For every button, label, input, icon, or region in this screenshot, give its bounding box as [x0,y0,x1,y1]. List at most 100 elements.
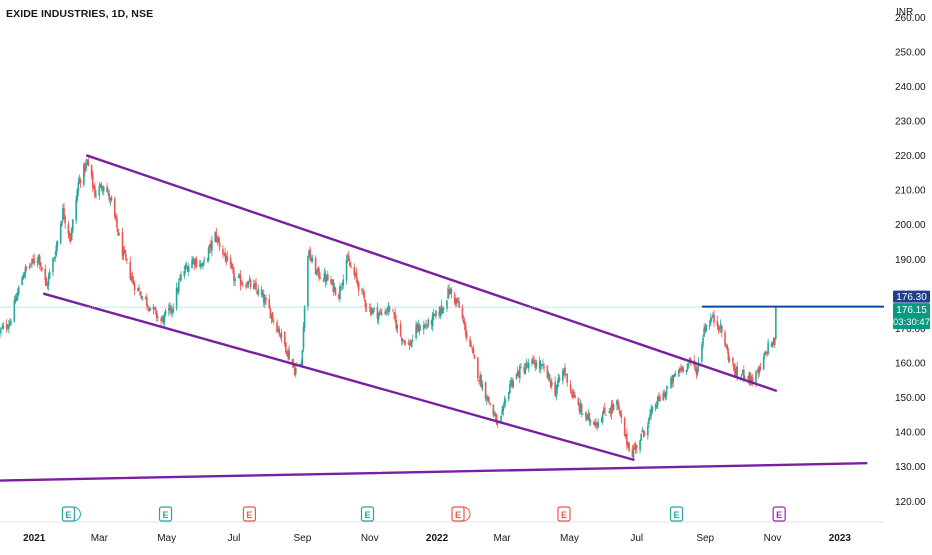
candle-body [148,307,150,311]
candle-body [656,396,659,406]
candle-body [376,307,379,319]
y-tick-label: 240.00 [895,82,926,93]
candle-body [463,321,466,326]
candle-body [16,292,19,299]
candle-body [200,263,202,268]
candle-body [247,281,250,285]
candle-body [217,237,220,242]
candle-body [666,388,669,389]
candle-body [361,288,363,291]
chart-title: EXIDE INDUSTRIES, 1D, NSE [6,8,154,20]
earnings-event-icon[interactable]: E [557,506,571,522]
resistance-label: 176.30 [896,292,927,303]
earnings-event-icon[interactable]: E [669,506,684,522]
candle-body [395,319,397,329]
candle-body [408,343,411,346]
candle-body [183,270,186,277]
candle-body [610,404,613,415]
event-badge [360,506,375,522]
candle-body [510,380,512,385]
candle-body [61,221,63,226]
earnings-event-icon[interactable]: E [61,506,81,522]
candle-body [431,314,434,327]
candle-body [285,342,287,353]
earnings-event-icon[interactable]: E [242,506,257,522]
candle-body [600,421,603,423]
candle-body [524,368,527,374]
x-tick-label: Sep [696,533,714,544]
candle-body [98,186,101,196]
candle-body [765,351,767,353]
candle-body [633,447,636,450]
event-badge [158,506,173,522]
candle-body [586,414,588,421]
candle-body [83,164,85,186]
candle-body [487,396,489,400]
candle-body [388,306,391,311]
candle-body [77,182,80,192]
event-badge [557,506,571,522]
candle-body [673,374,676,378]
y-tick-label: 230.00 [895,116,926,127]
candle-body [690,359,692,362]
candle-body [195,258,198,267]
candle-body [438,311,441,316]
candle-body [533,359,535,365]
event-label: E [455,510,461,520]
candle-body [208,244,211,249]
earnings-event-icon[interactable]: E [451,506,471,522]
candle-body [589,420,592,422]
candle-body [347,255,350,262]
candle-body [218,242,221,248]
candle-body [110,196,113,201]
candle-body [214,232,217,242]
candle-body [294,367,297,374]
candle-body [578,403,581,412]
candle-body [647,425,649,436]
earnings-event-icon[interactable]: E [772,506,786,522]
candle-body [241,284,244,285]
candle-body [2,325,5,329]
candle-body [14,298,17,303]
candle-body [149,307,151,311]
candle-body [69,237,72,241]
candle-body [56,240,59,247]
candle-body [466,333,468,338]
event-badge [451,506,465,522]
y-tick-label: 150.00 [895,393,926,404]
candle-body [402,339,404,341]
candle-body [741,369,744,374]
candle-body [650,409,652,416]
candle-body [471,347,474,351]
earnings-event-icon[interactable]: E [360,506,375,522]
candle-body [520,367,522,369]
candle-body [332,279,335,293]
candle-body [193,259,196,265]
candle-body [132,280,135,285]
candle-body [318,268,320,278]
candle-body [462,320,465,323]
candle-body [619,411,622,416]
candle-body [334,288,337,295]
candle-body [756,369,758,371]
candle-body [276,321,278,332]
candle-body [59,224,62,243]
candle-body [25,266,28,269]
candle-body [680,368,682,371]
candle-body [764,352,766,356]
candle-body [435,310,437,317]
candle-body [6,328,9,329]
candle-body [93,185,95,189]
earnings-event-icon[interactable]: E [158,506,173,522]
candle-body [13,300,16,322]
candle-body [33,259,36,264]
candle-body [694,366,697,368]
candle-body [526,365,529,367]
candle-body [736,366,739,378]
candle-body [339,286,341,299]
candle-body [434,314,436,316]
candle-body [527,362,530,369]
candle-body [740,374,743,376]
candle-body [609,410,612,413]
